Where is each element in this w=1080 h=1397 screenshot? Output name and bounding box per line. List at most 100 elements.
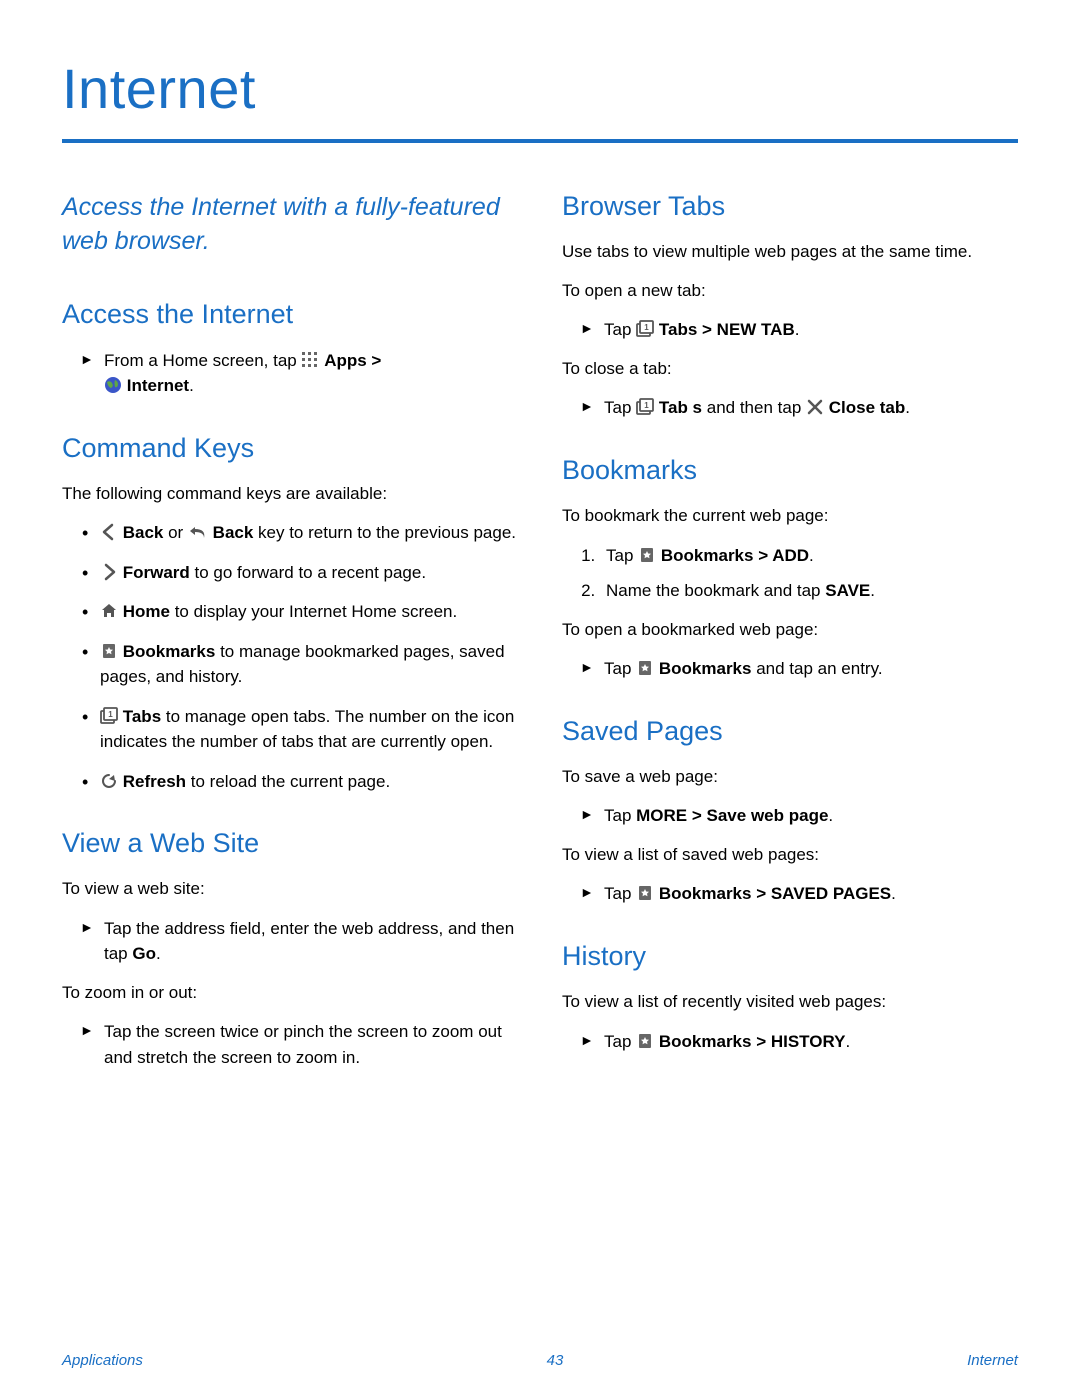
home-rest: to display your Internet Home screen.: [170, 602, 457, 621]
history-step: Tap Bookmarks > HISTORY.: [580, 1029, 1018, 1055]
saved-step2: Tap Bookmarks > SAVED PAGES.: [580, 881, 1018, 907]
t: Tap: [604, 320, 636, 339]
close-icon: [806, 398, 824, 416]
back-bold2: Back: [213, 523, 254, 542]
saved-p2: To view a list of saved web pages:: [562, 843, 1018, 868]
p: .: [795, 320, 800, 339]
content-columns: Access the Internet with a fully-feature…: [62, 191, 1018, 1084]
t: Name the bookmark and tap: [606, 581, 825, 600]
t: Tap: [604, 806, 636, 825]
bookmark-icon: [638, 546, 656, 564]
heading-bookmarks: Bookmarks: [562, 455, 1018, 486]
period: .: [189, 376, 194, 395]
cmd-list: Back or Back key to return to the previo…: [80, 520, 518, 794]
heading-access-internet: Access the Internet: [62, 299, 518, 330]
refresh-rest: to reload the current page.: [186, 772, 390, 791]
internet-label: Internet: [127, 376, 189, 395]
go-bold: Go: [132, 944, 156, 963]
view-p1: To view a web site:: [62, 877, 518, 902]
t2: and then tap: [702, 398, 806, 417]
apps-label: Apps: [324, 351, 367, 370]
p: .: [891, 884, 896, 903]
view-step2: Tap the screen twice or pinch the screen…: [80, 1019, 518, 1070]
tabs-icon: [636, 398, 654, 416]
bm-p1: To bookmark the current web page:: [562, 504, 1018, 529]
p: .: [156, 944, 161, 963]
tabs-rest: to manage open tabs. The number on the i…: [100, 707, 514, 752]
back-icon: [100, 523, 118, 541]
footer-page-number: 43: [547, 1352, 564, 1369]
saved-p1: To save a web page:: [562, 765, 1018, 790]
heading-history: History: [562, 941, 1018, 972]
fwd-rest: to go forward to a recent page.: [190, 563, 426, 582]
view-p2: To zoom in or out:: [62, 981, 518, 1006]
footer-left: Applications: [62, 1352, 143, 1369]
apps-icon: [301, 351, 319, 369]
forward-icon: [100, 563, 118, 581]
bookmark-icon: [636, 1032, 654, 1050]
page-footer: Applications 43 Internet: [62, 1352, 1018, 1369]
r: and tap an entry.: [751, 659, 882, 678]
intro-text: Access the Internet with a fully-feature…: [62, 191, 518, 259]
t: Tap: [604, 398, 636, 417]
bookmark-icon: [636, 884, 654, 902]
cmd-home: Home to display your Internet Home scree…: [80, 599, 518, 625]
tabs-p3: To close a tab:: [562, 357, 1018, 382]
tabs-step2: Tap Tab s and then tap Close tab.: [580, 395, 1018, 421]
page-title: Internet: [62, 56, 1018, 121]
bm-n1: Tap Bookmarks > ADD.: [600, 543, 1018, 569]
bm-bold: Bookmarks: [123, 642, 216, 661]
heading-view-website: View a Web Site: [62, 828, 518, 859]
back-curve-icon: [188, 523, 208, 541]
text: From a Home screen, tap: [104, 351, 301, 370]
saved-step1: Tap MORE > Save web page.: [580, 803, 1018, 829]
p: .: [905, 398, 910, 417]
cmd-back: Back or Back key to return to the previo…: [80, 520, 518, 546]
view-step1: Tap the address field, enter the web add…: [80, 916, 518, 967]
cmd-forward: Forward to go forward to a recent page.: [80, 560, 518, 586]
home-bold: Home: [123, 602, 170, 621]
cmd-intro: The following command keys are available…: [62, 482, 518, 507]
t: Tap: [604, 884, 636, 903]
back-rest: key to return to the previous page.: [253, 523, 516, 542]
bm-p2: To open a bookmarked web page:: [562, 618, 1018, 643]
or: or: [163, 523, 188, 542]
tabs-icon: [636, 320, 654, 338]
right-column: Browser Tabs Use tabs to view multiple w…: [562, 191, 1018, 1084]
tabs-p2: To open a new tab:: [562, 279, 1018, 304]
globe-icon: [104, 376, 122, 394]
fwd-bold: Forward: [123, 563, 190, 582]
title-rule: [62, 139, 1018, 143]
p: .: [828, 806, 833, 825]
heading-saved-pages: Saved Pages: [562, 716, 1018, 747]
bm-step: Tap Bookmarks and tap an entry.: [580, 656, 1018, 682]
b: Bookmarks > SAVED PAGES: [659, 884, 891, 903]
t: Tap the address field, enter the web add…: [104, 919, 514, 964]
left-column: Access the Internet with a fully-feature…: [62, 191, 518, 1084]
heading-browser-tabs: Browser Tabs: [562, 191, 1018, 222]
b: MORE > Save web page: [636, 806, 828, 825]
t: Tap: [606, 546, 638, 565]
bookmark-icon: [636, 659, 654, 677]
bm-n2: Name the bookmark and tap SAVE.: [600, 578, 1018, 604]
cmd-bookmarks: Bookmarks to manage bookmarked pages, sa…: [80, 639, 518, 690]
b2: Close tab: [829, 398, 906, 417]
tabs-bold: Tabs: [123, 707, 161, 726]
b: Tab s: [659, 398, 702, 417]
t: Tap: [604, 659, 636, 678]
tabs-step1: Tap Tabs > NEW TAB.: [580, 317, 1018, 343]
home-icon: [100, 602, 118, 620]
cmd-tabs: Tabs to manage open tabs. The number on …: [80, 704, 518, 755]
history-p1: To view a list of recently visited web p…: [562, 990, 1018, 1015]
b: Bookmarks > ADD: [661, 546, 809, 565]
t: Tap the screen twice or pinch the screen…: [104, 1022, 502, 1067]
b: Tabs > NEW TAB: [659, 320, 795, 339]
refresh-icon: [100, 772, 118, 790]
p: .: [809, 546, 814, 565]
bm-steps: Tap Bookmarks > ADD. Name the bookmark a…: [600, 543, 1018, 604]
p: .: [870, 581, 875, 600]
heading-command-keys: Command Keys: [62, 433, 518, 464]
p: .: [845, 1032, 850, 1051]
tabs-icon: [100, 707, 118, 725]
b: Bookmarks > HISTORY: [659, 1032, 846, 1051]
